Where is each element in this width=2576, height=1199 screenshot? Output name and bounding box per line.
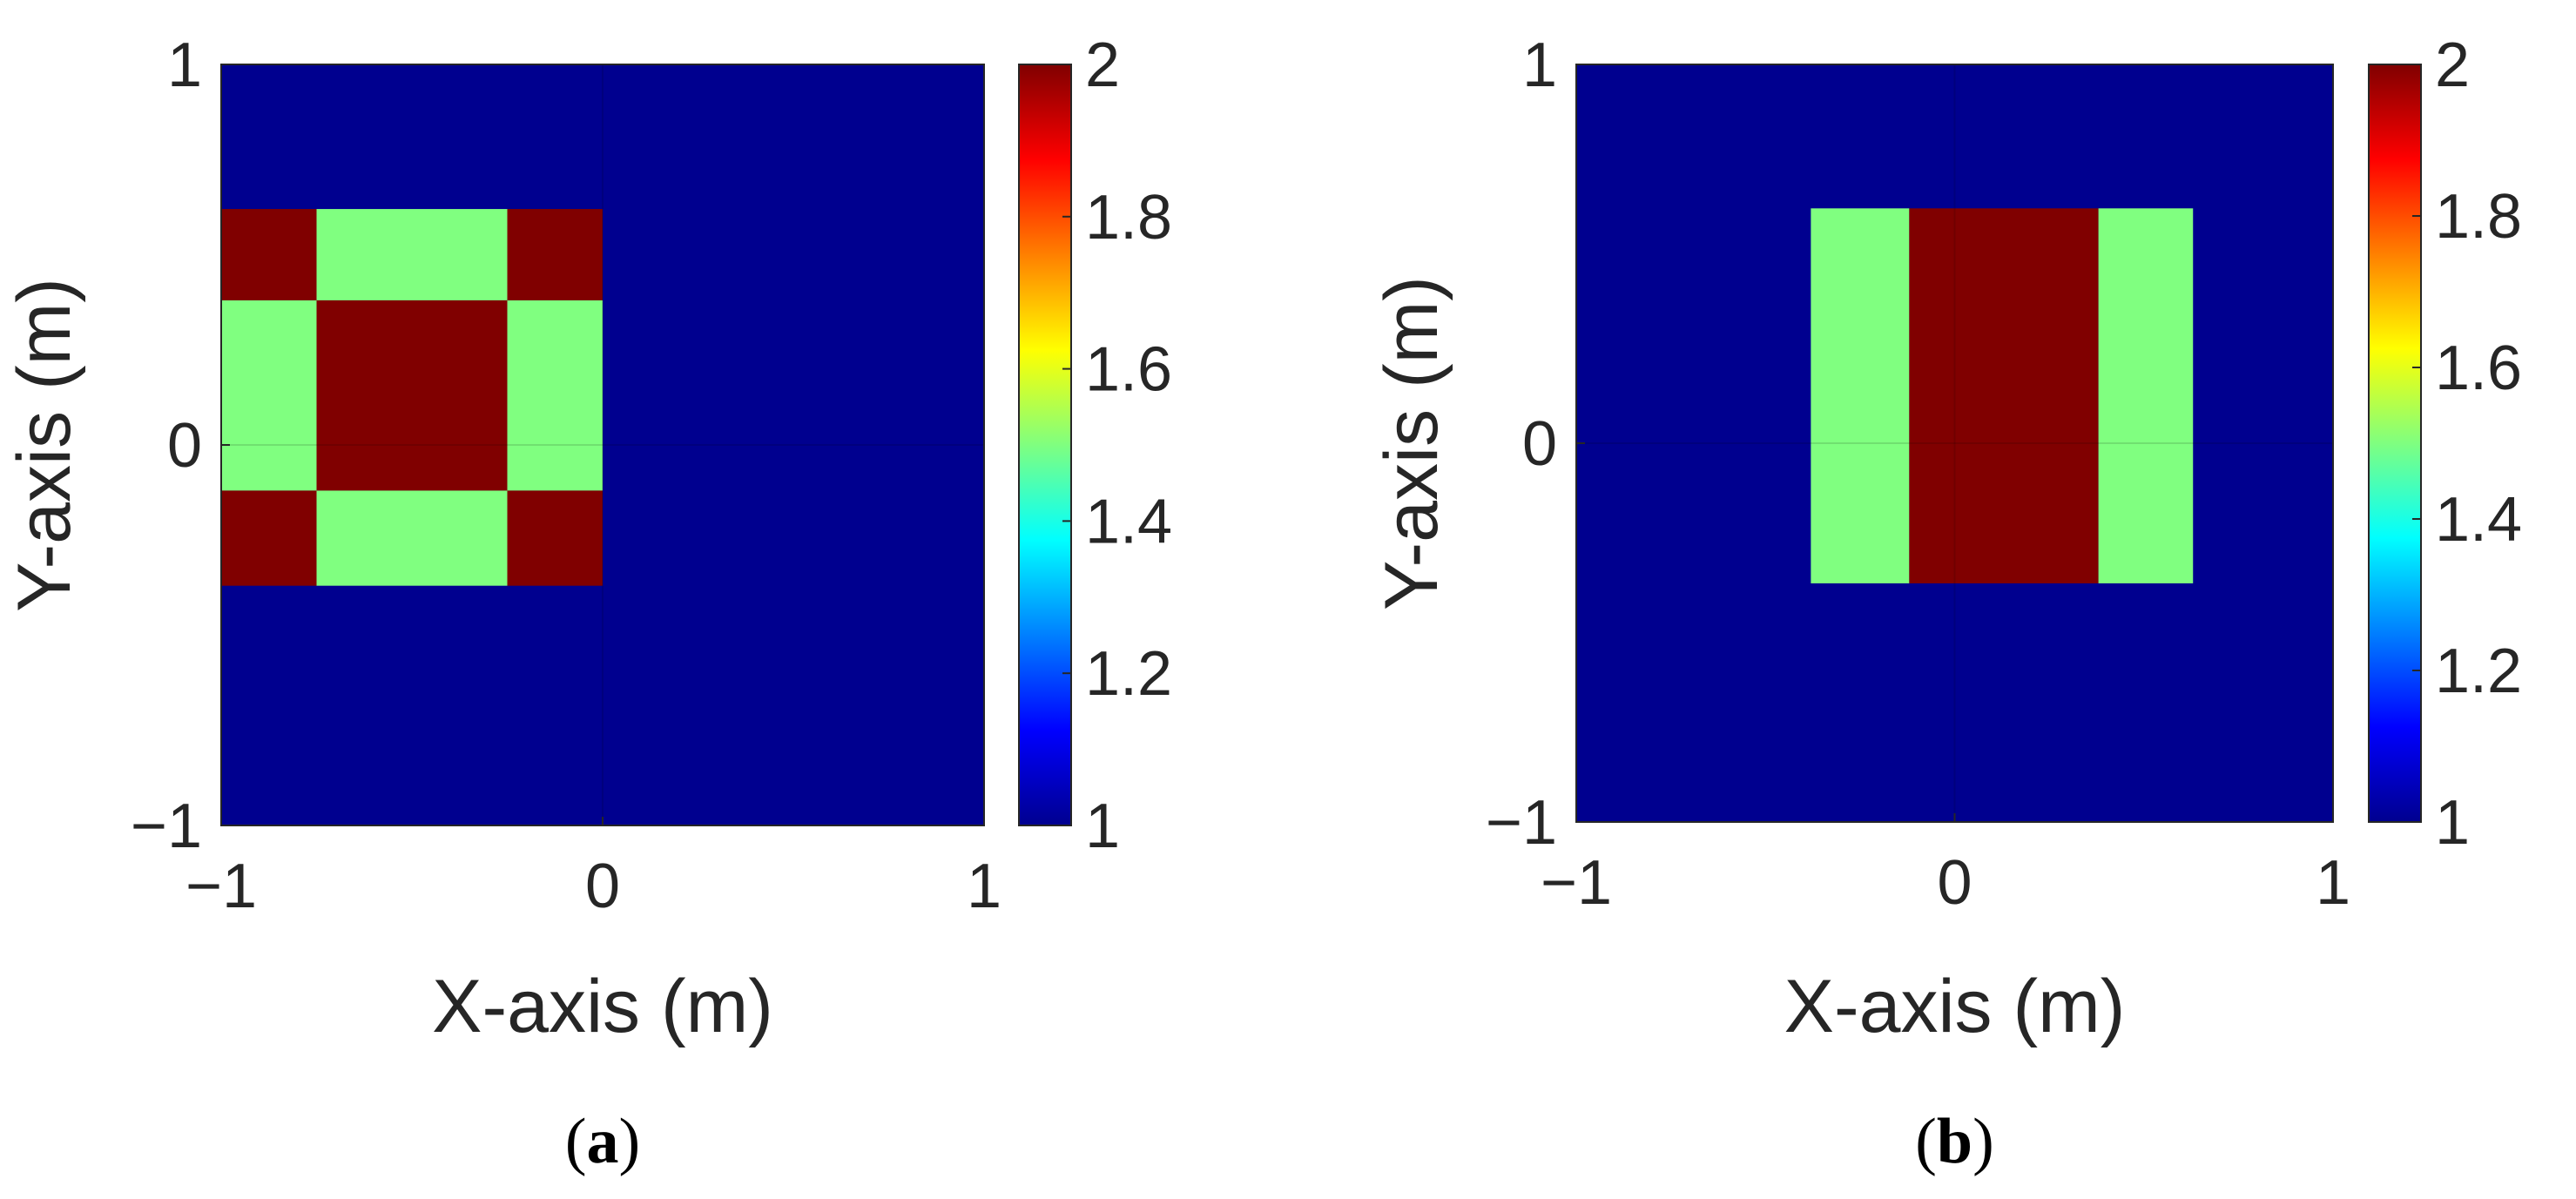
y-axis-label-b: Y-axis (m) [1370, 276, 1453, 610]
heatmap-cells-b [1576, 64, 2333, 822]
y-tick-label: 0 [1522, 409, 1557, 479]
heatmap-cell-b-0 [1811, 208, 1910, 583]
y-tick-label: −1 [1486, 788, 1557, 858]
caption-a: (a) [565, 1106, 640, 1177]
panel-a: −1 0 1 −1 0 1 X-axis (m) Y-axis (m) 1 1.2 1.4 1.… [3, 30, 1172, 1177]
axis-ticks-a: −1 0 1 −1 0 1 [131, 30, 1001, 921]
colorbar-tick-label: 2 [1085, 30, 1120, 100]
caption-letter-b: b [1937, 1106, 1972, 1177]
y-tick-label: 0 [167, 411, 202, 481]
colorbar-ticks-b: 1 1.2 1.4 1.6 1.8 2 [2412, 30, 2522, 858]
colorbar-tick-label: 1.2 [1085, 639, 1172, 709]
heatmap-cell-a-5 [507, 300, 603, 491]
axis-ticks-b: −1 0 1 −1 0 1 [1486, 30, 2350, 918]
x-axis-label-b: X-axis (m) [1784, 965, 2126, 1048]
x-axis-label-a: X-axis (m) [432, 965, 773, 1048]
heatmap-cell-a-7 [316, 490, 508, 586]
colorbar-b [2368, 64, 2422, 823]
heatmap-cell-b-2 [2098, 208, 2194, 583]
heatmap-cell-a-4 [316, 300, 508, 491]
heatmap-cell-a-8 [507, 490, 603, 586]
x-tick-label: 0 [585, 852, 620, 921]
colorbar-tick-label: 1.2 [2435, 637, 2522, 706]
x-tick-label: 0 [1937, 848, 1972, 918]
y-axis-label-a: Y-axis (m) [3, 278, 86, 612]
colorbar-tick-label: 2 [2435, 30, 2470, 100]
colorbar-tick-label: 1.4 [2435, 485, 2522, 555]
colorbar-tick-label: 1.8 [1085, 183, 1172, 253]
colorbar-tick-label: 1.4 [1085, 487, 1172, 556]
colorbar-tick-label: 1.6 [1085, 335, 1172, 405]
heatmap-cell-a-1 [316, 209, 508, 300]
heatmap-cell-b-1 [1909, 208, 2099, 583]
colorbar-tick-label: 1.6 [2435, 333, 2522, 403]
heatmap-cell-a-6 [221, 490, 317, 586]
colorbar-tick-label: 1 [2435, 788, 2470, 858]
heatmap-cell-a-0 [221, 209, 317, 300]
colorbar-tick-label: 1 [1085, 791, 1120, 861]
heatmap-cell-a-2 [507, 209, 603, 300]
x-tick-label: 1 [967, 852, 1001, 921]
heatmap-cell-a-3 [221, 300, 317, 491]
x-tick-label: 1 [2316, 848, 2350, 918]
y-tick-label: −1 [131, 791, 202, 861]
colorbar-ticks-a: 1 1.2 1.4 1.6 1.8 2 [1062, 30, 1172, 861]
y-tick-label: 1 [167, 30, 202, 100]
heatmap-cells-a [221, 64, 984, 825]
x-tick-label: −1 [185, 852, 257, 921]
x-tick-label: −1 [1541, 848, 1612, 918]
caption-b: (b) [1915, 1106, 1993, 1177]
caption-letter-a: a [587, 1106, 619, 1177]
colorbar-tick-label: 1.8 [2435, 182, 2522, 252]
colorbar-a [1018, 64, 1072, 826]
y-tick-label: 1 [1522, 30, 1557, 100]
panel-b: −1 0 1 −1 0 1 X-axis (m) Y-axis (m) 1 1.2 1.4 1.… [1370, 30, 2522, 1177]
